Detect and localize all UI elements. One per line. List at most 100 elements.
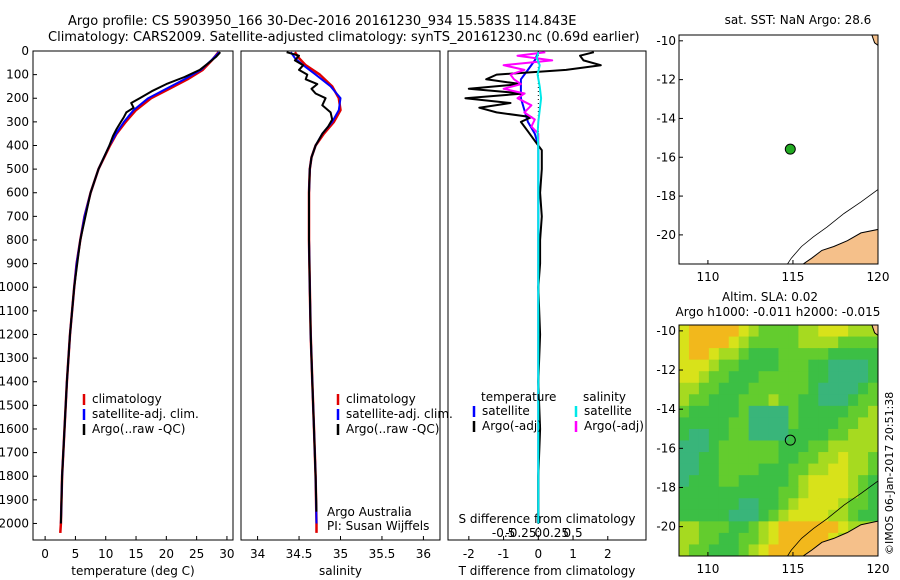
sla-heat-cell <box>748 359 760 372</box>
sla-heat-cell <box>758 463 770 476</box>
sla-heat-cell <box>788 509 799 522</box>
temperature-panel-frame <box>32 50 234 541</box>
sla-heat-cell <box>738 521 750 534</box>
sla-heat-cell <box>868 325 878 338</box>
sla-heat-cell <box>768 428 780 442</box>
sla-heat-cell <box>838 405 849 418</box>
sla-heat-cell <box>788 382 799 395</box>
sla-heat-cell <box>808 382 819 395</box>
temperature-axis-tick-label: 15 <box>128 547 143 561</box>
sla-heat-cell <box>748 371 760 384</box>
sst-lat-label: -16 <box>656 150 676 164</box>
sla-heat-cell <box>768 348 780 361</box>
sla-heat-cell <box>708 428 720 442</box>
sla-heat-cell <box>728 371 740 384</box>
sla-heat-cell <box>818 440 829 453</box>
salinity-legend-label: climatology <box>346 392 416 406</box>
sla-heat-cell <box>728 325 740 338</box>
sla-heat-cell <box>858 325 869 338</box>
sla-heat-cell <box>698 394 710 407</box>
sla-heat-cell <box>728 417 740 430</box>
sla-heat-cell <box>728 428 740 442</box>
sla-heat-cell <box>848 371 859 384</box>
sla-heat-cell <box>838 452 849 465</box>
sla-heat-cell <box>818 428 829 442</box>
sla-land <box>802 520 878 556</box>
sla-heat-cell <box>778 336 790 349</box>
sla-heat-cell <box>738 428 750 442</box>
sla-heat-cell <box>768 440 780 453</box>
sla-heat-cell <box>808 521 819 534</box>
sla-heat-cell <box>868 417 878 430</box>
sla-heat-cell <box>718 348 730 361</box>
sla-heat-cell <box>728 394 740 407</box>
sla-heat-cell <box>798 452 809 465</box>
sla-heat-cell <box>698 382 710 395</box>
sla-heat-cell <box>679 336 690 349</box>
sla-heat-cell <box>688 428 700 442</box>
sla-heat-cell <box>718 428 730 442</box>
sla-heat-cell <box>718 371 730 384</box>
sdiff-tick-label: 0 <box>534 526 542 540</box>
sla-heat-cell <box>868 405 878 418</box>
sla-heat-cell <box>728 452 740 465</box>
sla-heat-cell <box>798 521 809 534</box>
sla-heat-cell <box>798 532 809 546</box>
sla-heat-cell <box>818 417 829 430</box>
temperature-satellite-line <box>59 51 220 524</box>
sla-heat-cell <box>808 359 819 372</box>
sla-heat-cell <box>698 532 710 546</box>
sst-isobath <box>786 189 878 264</box>
sla-heat-cell <box>758 348 770 361</box>
sla-heat-cell <box>748 336 760 349</box>
copyright-stamp: ©IMOS 06-Jan-2017 20:51:38 <box>883 391 896 555</box>
sla-heat-cell <box>688 463 700 476</box>
sst-lat-label: -14 <box>656 111 676 125</box>
sla-heat-cell <box>688 371 700 384</box>
temperature-climatology-line <box>59 51 220 533</box>
sla-heat-cell <box>818 336 829 349</box>
sla-lat-label: -14 <box>656 402 676 416</box>
sla-heat-cell <box>828 359 839 372</box>
sla-heat-cell <box>738 509 750 522</box>
sla-heat-cell <box>718 440 730 453</box>
sla-heat-cell <box>798 325 809 338</box>
sla-heat-cell <box>758 532 770 546</box>
sla-heat-cell <box>738 452 750 465</box>
sla-heat-cell <box>708 336 720 349</box>
sla-heat-cell <box>858 452 869 465</box>
sla-heat-cell <box>679 486 690 499</box>
sla-heat-cell <box>698 498 710 511</box>
sla-heat-cell <box>778 359 790 372</box>
sla-heat-cell <box>698 359 710 372</box>
sla-heat-cell <box>708 475 720 488</box>
sla-heat-cell <box>748 532 760 546</box>
sla-heat-cell <box>858 509 869 522</box>
sla-land-top <box>871 325 878 337</box>
sla-heat-cell <box>738 498 750 511</box>
sla-heat-cell <box>808 509 819 522</box>
sla-heat-cell <box>788 417 799 430</box>
sla-heat-cell <box>758 544 770 556</box>
sla-heat-cell <box>768 486 780 499</box>
salinity-legend-label: Argo(..raw -QC) <box>346 422 439 436</box>
sst-map-title: sat. SST: NaN Argo: 28.6 <box>725 13 872 27</box>
sla-heat-cell <box>858 371 869 384</box>
sla-heat-cell <box>698 521 710 534</box>
sla-heat-cell <box>758 417 770 430</box>
sla-heat-cell <box>808 417 819 430</box>
sst-lat-label: -18 <box>656 189 676 203</box>
sla-heat-cell <box>728 405 740 418</box>
sla-heat-cell <box>848 452 859 465</box>
sla-heat-cell <box>679 428 690 442</box>
depth-tick-label: 700 <box>6 209 29 223</box>
sla-heat-cell <box>748 428 760 442</box>
sla-heat-cell <box>848 325 859 338</box>
sla-heat-cell <box>808 532 819 546</box>
sla-heat-cell <box>728 359 740 372</box>
sla-heat-cell <box>718 521 730 534</box>
sla-heat-cell <box>688 498 700 511</box>
sst-map: -10 -12 -14 -16 -18 -20 110 115 120 <box>656 34 889 284</box>
sla-heat-cell <box>778 509 790 522</box>
sla-heat-cell <box>758 394 770 407</box>
